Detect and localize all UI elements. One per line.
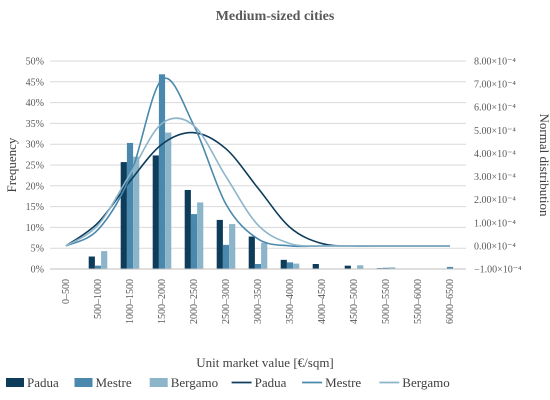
x-tick-label: 2000–2500: [189, 279, 200, 324]
bar-bergamo: [165, 132, 172, 269]
bar-mestre: [94, 265, 102, 269]
bar-bergamo: [229, 224, 236, 269]
legend-label: Bergamo: [402, 375, 449, 390]
bar-mestre: [190, 214, 198, 269]
legend-label: Padua: [27, 375, 59, 390]
bar-padua: [280, 259, 287, 269]
y-tick-label: 5%: [31, 244, 44, 255]
y2-tick-label: 2.00×10⁻⁴: [474, 195, 516, 206]
y-tick-label: 35%: [26, 119, 44, 130]
legend-swatch-bar-bergamo: [149, 378, 168, 387]
bar-bergamo: [261, 242, 268, 269]
y-tick-label: 40%: [26, 98, 44, 109]
bar-bergamo: [357, 265, 364, 269]
bar-bergamo: [197, 202, 204, 269]
bar-bergamo: [389, 267, 396, 269]
gridlines: [50, 60, 466, 270]
bar-mestre: [254, 264, 262, 269]
bar-padua: [120, 162, 127, 269]
bar-mestre: [126, 142, 134, 269]
axes: 0% 5% 10% 15% 20% 25% 30% 35% 40% 45% 50% −1.00×10⁻…: [26, 57, 522, 325]
line-bergamo: [65, 117, 450, 247]
bar-padua: [216, 219, 223, 269]
x-tick-label: 0–500: [61, 279, 72, 304]
y-tick-label: 0%: [31, 265, 44, 276]
bar-bergamo: [133, 156, 140, 269]
y2-tick-label: 6.00×10⁻⁴: [474, 103, 516, 114]
y2-tick-label: 7.00×10⁻⁴: [474, 80, 516, 91]
y2-tick-label: 1.00×10⁻⁴: [474, 218, 516, 229]
legend-label: Padua: [255, 375, 287, 390]
legend-label: Mestre: [325, 375, 361, 390]
y2-tick-label: 0.00×10⁻⁴: [474, 241, 516, 252]
y2-tick-label: −1.00×10⁻⁴: [474, 265, 522, 276]
bar-padua: [152, 155, 159, 269]
bar-layer: [88, 74, 454, 269]
legend: Padua Mestre Bergamo Padua Mestre Bergamo: [6, 375, 450, 390]
legend-label: Mestre: [96, 375, 132, 390]
bar-padua: [312, 264, 319, 269]
y2-tick-label: 3.00×10⁻⁴: [474, 172, 516, 183]
x-axis-label: Unit market value [€/sqm]: [196, 355, 334, 370]
bar-padua: [344, 265, 351, 269]
bar-padua: [248, 236, 255, 269]
x-tick-label: 5500–6000: [413, 279, 424, 324]
x-tick-label: 500–1000: [93, 279, 104, 319]
y2-tick-label: 5.00×10⁻⁴: [474, 126, 516, 137]
chart-title: Medium-sized cities: [216, 9, 335, 24]
bar-mestre: [382, 267, 390, 269]
y-axis-label: Frequency: [4, 137, 19, 192]
y-tick-label: 25%: [26, 161, 44, 172]
x-tick-label: 4000–4500: [317, 279, 328, 324]
bar-padua: [184, 189, 191, 269]
bar-padua: [88, 256, 95, 269]
x-tick-label: 4500–5000: [349, 279, 360, 324]
bar-bergamo: [101, 251, 108, 269]
y-tick-label: 15%: [26, 202, 44, 213]
bar-mestre: [286, 262, 294, 269]
y-tick-label: 20%: [26, 181, 44, 192]
y-tick-label: 50%: [26, 57, 44, 68]
bar-mestre: [222, 244, 230, 269]
bar-mestre: [158, 74, 166, 269]
y2-tick-label: 8.00×10⁻⁴: [474, 57, 516, 68]
bar-bergamo: [293, 263, 300, 269]
y-tick-label: 30%: [26, 140, 44, 151]
y2-axis-label: Normal distribution: [537, 114, 550, 217]
x-tick-label: 1000–1500: [125, 279, 136, 324]
x-tick-label: 2500–3000: [221, 279, 232, 324]
y-tick-label: 10%: [26, 223, 44, 234]
x-tick-label: 3000–3500: [253, 279, 264, 324]
y-tick-label: 45%: [26, 77, 44, 88]
x-tick-label: 1500–2000: [157, 279, 168, 324]
x-tick-label: 3500–4000: [285, 279, 296, 324]
line-layer: [65, 77, 450, 248]
legend-swatch-bar-padua: [6, 378, 24, 387]
legend-swatch-bar-mestre: [74, 378, 93, 387]
x-tick-label: 5000–5500: [381, 279, 392, 324]
bar-mestre: [446, 266, 454, 269]
y2-tick-label: 4.00×10⁻⁴: [474, 149, 516, 160]
legend-label: Bergamo: [171, 375, 218, 390]
x-tick-label: 6000–6500: [445, 279, 456, 324]
